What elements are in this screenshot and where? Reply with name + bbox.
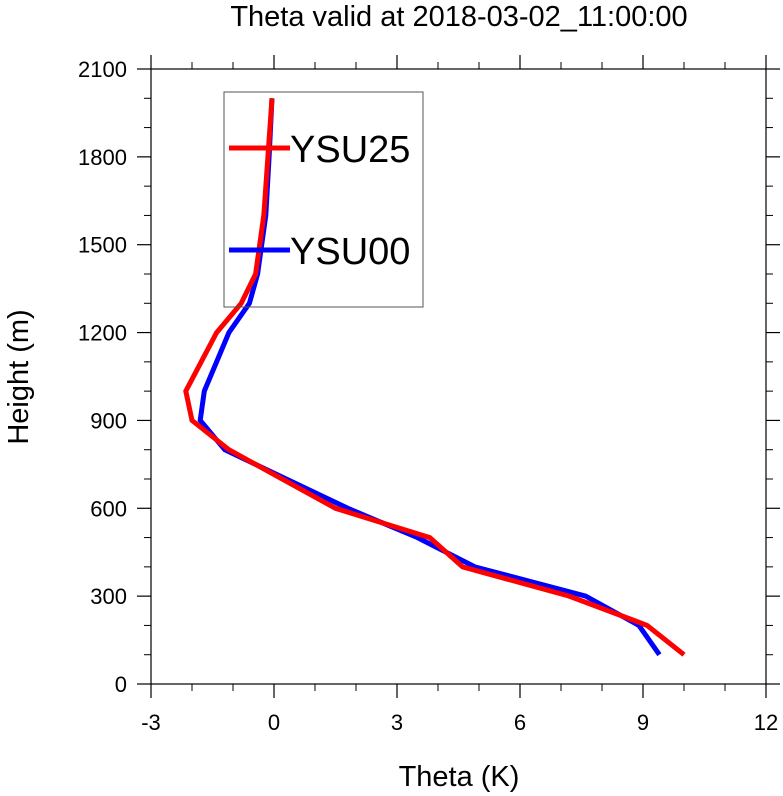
y-tick-label: 2100: [78, 57, 127, 82]
y-tick-label: 0: [115, 672, 127, 697]
y-tick-label: 1500: [78, 233, 127, 258]
x-tick-label: 6: [514, 710, 526, 735]
legend-label-ysu00: YSU00: [290, 231, 410, 273]
x-axis: -3 0 3 6 9 12: [141, 55, 778, 735]
y-tick-label: 600: [90, 496, 127, 521]
x-tick-label: 3: [391, 710, 403, 735]
y-tick-label: 900: [90, 408, 127, 433]
y-tick-label: 300: [90, 584, 127, 609]
x-tick-label: 12: [754, 710, 778, 735]
series-line-ysu00: [197, 98, 662, 657]
plot-border: [150, 68, 767, 685]
series-line-ysu25: [183, 98, 686, 657]
x-tick-label: 9: [637, 710, 649, 735]
series-layer: [183, 98, 686, 657]
x-tick-label: 0: [268, 710, 280, 735]
x-tick-label: -3: [141, 710, 161, 735]
legend-box: [223, 91, 424, 308]
y-axis: 0 300 600 900 1200 1500 1800 2100: [78, 57, 780, 697]
y-tick-label: 1200: [78, 321, 127, 346]
plot-frame: [150, 68, 767, 685]
x-axis-label: Theta (K): [399, 761, 520, 793]
legend-label-ysu25: YSU25: [290, 129, 410, 171]
legend: YSU25 YSU00: [223, 91, 424, 308]
y-axis-label: Height (m): [3, 309, 35, 444]
y-tick-label: 1800: [78, 145, 127, 170]
chart-title: Theta valid at 2018-03-02_11:00:00: [230, 1, 687, 33]
